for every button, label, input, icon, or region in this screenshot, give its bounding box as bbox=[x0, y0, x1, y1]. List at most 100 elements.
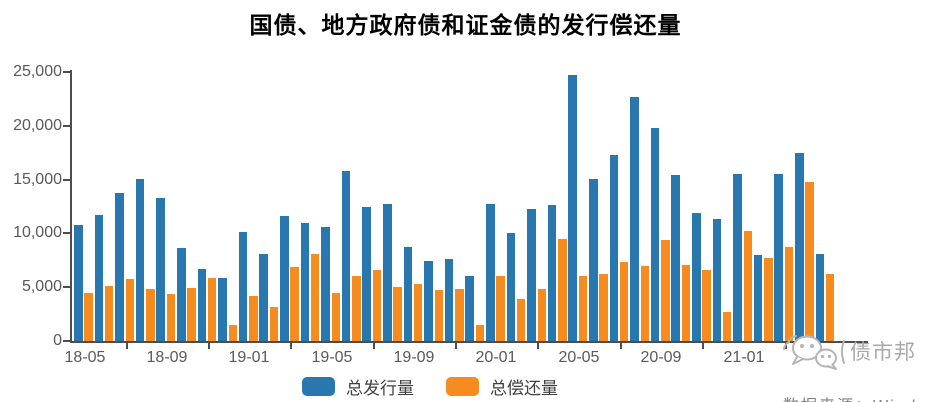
y-tick-mark bbox=[63, 232, 70, 235]
bar-issuance bbox=[156, 197, 165, 341]
bar-repayment bbox=[228, 324, 238, 341]
bar-issuance bbox=[444, 259, 454, 341]
bar-repayment bbox=[764, 258, 773, 341]
bar-issuance bbox=[712, 219, 722, 341]
bar-repayment bbox=[310, 253, 320, 341]
bar-issuance bbox=[486, 204, 495, 341]
bar-issuance bbox=[74, 224, 83, 341]
bar-repayment bbox=[578, 276, 588, 341]
bar-issuance bbox=[94, 215, 104, 341]
y-tick-label: 15,000 bbox=[13, 170, 62, 188]
bar-issuance bbox=[506, 233, 516, 341]
x-tick-label: 19-05 bbox=[311, 349, 353, 366]
x-tick-mark bbox=[455, 343, 457, 349]
legend-swatch-repayment bbox=[446, 377, 479, 396]
bar-issuance bbox=[341, 170, 351, 341]
bar-repayment bbox=[681, 264, 691, 341]
bar-issuance bbox=[671, 175, 680, 341]
bar-issuance bbox=[609, 154, 619, 341]
bar-issuance bbox=[218, 277, 227, 341]
x-tick-label: 20-01 bbox=[475, 349, 517, 366]
x-tick-mark bbox=[373, 343, 375, 349]
legend-label-issuance: 总发行量 bbox=[346, 379, 414, 398]
chart-title: 国债、地方政府债和证金债的发行偿还量 bbox=[249, 12, 682, 38]
bar-issuance bbox=[568, 75, 577, 341]
bar-repayment bbox=[84, 292, 93, 341]
y-tick-label: 25,000 bbox=[13, 63, 62, 80]
bar-issuance bbox=[362, 206, 371, 341]
x-tick-label: 18-09 bbox=[146, 349, 188, 366]
bar-issuance bbox=[197, 268, 207, 341]
x-tick-label: 19-09 bbox=[393, 349, 435, 366]
bar-repayment bbox=[393, 287, 402, 341]
bar-issuance bbox=[795, 152, 804, 341]
bar-repayment bbox=[331, 292, 341, 341]
x-tick-label: 18-05 bbox=[64, 349, 106, 366]
bar-repayment bbox=[640, 265, 650, 341]
bar-issuance bbox=[280, 216, 289, 341]
bar-issuance bbox=[815, 253, 825, 341]
y-tick-mark bbox=[63, 71, 70, 73]
bar-repayment bbox=[290, 266, 299, 341]
y-tick-label: 5,000 bbox=[21, 278, 62, 296]
bar-repayment bbox=[104, 286, 114, 341]
bar-repayment bbox=[743, 231, 753, 341]
bar-repayment bbox=[619, 262, 629, 341]
x-tick-mark bbox=[126, 343, 128, 349]
bar-issuance bbox=[238, 232, 248, 341]
bar-issuance bbox=[692, 212, 701, 341]
y-tick-mark bbox=[63, 340, 70, 342]
bar-issuance bbox=[630, 96, 639, 341]
chart-legend: 总发行量 总偿还量 bbox=[302, 374, 558, 399]
bar-issuance bbox=[527, 208, 536, 341]
bar-repayment bbox=[599, 274, 608, 341]
bar-issuance bbox=[403, 247, 413, 341]
bar-repayment bbox=[269, 306, 279, 341]
bar-repayment bbox=[805, 181, 814, 341]
legend-item-repayment: 总偿还量 bbox=[446, 374, 558, 399]
legend-item-issuance: 总发行量 bbox=[302, 374, 414, 399]
bar-repayment bbox=[413, 283, 423, 341]
x-tick-mark bbox=[702, 343, 704, 349]
bar-issuance bbox=[733, 174, 742, 341]
x-tick-mark bbox=[537, 343, 539, 349]
bar-issuance bbox=[115, 192, 124, 341]
bar-repayment bbox=[825, 274, 835, 341]
x-tick-mark bbox=[620, 343, 622, 349]
x-tick-label: 19-01 bbox=[228, 349, 270, 366]
bar-repayment bbox=[434, 290, 444, 341]
data-source-note: 数据来源：Wind bbox=[783, 392, 917, 402]
bar-repayment bbox=[125, 278, 135, 341]
bar-issuance bbox=[753, 254, 763, 341]
bar-issuance bbox=[650, 127, 660, 341]
bar-issuance bbox=[774, 174, 783, 341]
y-tick-mark bbox=[63, 124, 70, 127]
bar-repayment bbox=[722, 311, 732, 341]
bar-repayment bbox=[455, 289, 464, 341]
bar-repayment bbox=[558, 238, 567, 341]
x-tick-label: 20-05 bbox=[558, 349, 600, 366]
bar-issuance bbox=[465, 276, 474, 341]
wechat-chat-bubbles-icon bbox=[782, 331, 848, 371]
x-tick-label: 21-01 bbox=[723, 349, 765, 366]
bar-repayment bbox=[207, 277, 217, 341]
bar-repayment bbox=[702, 269, 711, 341]
bar-issuance bbox=[424, 261, 433, 341]
y-tick-mark bbox=[63, 286, 70, 289]
x-tick-label: 20-09 bbox=[640, 349, 682, 366]
bar-repayment bbox=[784, 247, 794, 341]
bar-issuance bbox=[177, 248, 186, 341]
bar-repayment bbox=[372, 269, 382, 341]
x-axis-line bbox=[70, 341, 868, 343]
y-tick-label: 0 bbox=[53, 332, 62, 349]
bar-issuance bbox=[383, 204, 392, 341]
bar-repayment bbox=[516, 299, 526, 341]
bar-repayment bbox=[496, 276, 505, 341]
bar-repayment bbox=[187, 288, 196, 341]
bar-issuance bbox=[321, 226, 330, 341]
x-tick-mark bbox=[290, 343, 292, 349]
x-tick-mark bbox=[208, 343, 210, 349]
bar-repayment bbox=[166, 293, 176, 341]
legend-swatch-issuance bbox=[302, 377, 335, 396]
